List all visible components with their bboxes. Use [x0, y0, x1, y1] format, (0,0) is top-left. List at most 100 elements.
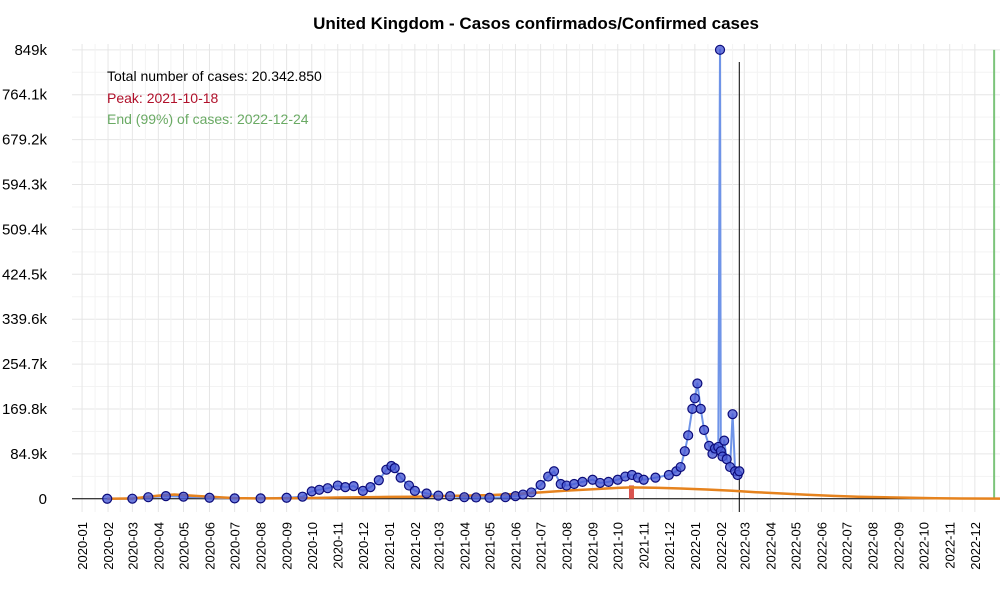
x-tick-label: 2021-04 [457, 522, 472, 570]
x-tick-label: 2022-04 [763, 522, 778, 570]
x-tick-label: 2021-08 [560, 522, 575, 570]
y-tick-label: 84.9k [10, 446, 47, 463]
y-tick-label: 254.7k [2, 356, 48, 373]
data-point [695, 403, 706, 414]
end-date-text: End (99%) of cases: 2022-12-24 [107, 111, 309, 127]
peak-marker [628, 485, 634, 499]
x-tick-label: 2021-07 [534, 522, 549, 570]
data-point [595, 477, 606, 489]
x-tick-label: 2020-03 [125, 522, 140, 570]
data-point [102, 493, 113, 504]
data-point [679, 446, 690, 457]
data-point [348, 480, 359, 492]
data-point [340, 482, 351, 493]
x-tick-label: 2020-01 [75, 522, 90, 570]
y-tick-label: 679.2k [2, 132, 48, 149]
x-tick-label: 2022-10 [917, 522, 932, 570]
data-point [395, 472, 406, 483]
x-tick-label: 2020-04 [151, 522, 166, 570]
data-point [281, 492, 292, 503]
data-point [178, 491, 189, 502]
data-point [255, 493, 266, 504]
x-tick-label: 2022-01 [688, 522, 703, 570]
data-point [409, 485, 420, 496]
data-point [389, 463, 400, 474]
data-point [683, 430, 694, 441]
data-point [689, 393, 700, 404]
data-point [484, 492, 495, 503]
data-point [322, 483, 333, 494]
data-point [421, 488, 432, 499]
data-point [687, 403, 698, 414]
x-tick-label: 2020-05 [176, 522, 191, 570]
x-tick-label: 2022-07 [840, 522, 855, 570]
x-tick-label: 2022-12 [968, 522, 983, 570]
x-tick-label: 2020-09 [280, 522, 295, 570]
data-point [698, 424, 710, 436]
axes: 0 84.9k 169.8k 254.7k 339.6k 424.5k 509.4k 594.… [2, 42, 1000, 570]
data-point [500, 492, 511, 503]
data-point [160, 491, 171, 502]
x-tick-label: 2020-11 [331, 522, 346, 569]
y-tick-label: 339.6k [2, 311, 48, 328]
x-tick-label: 2022-11 [943, 522, 958, 569]
data-point [603, 476, 614, 487]
data-point [297, 491, 308, 502]
y-tick-label: 424.5k [2, 266, 48, 283]
x-tick-label: 2021-01 [382, 522, 397, 570]
data-point [692, 378, 703, 389]
x-tick-label: 2021-06 [508, 522, 523, 570]
data-point [373, 475, 384, 486]
y-tick-label: 594.3k [2, 177, 48, 194]
data-point [719, 435, 730, 446]
x-tick-label: 2021-11 [637, 522, 652, 569]
data-point [229, 493, 240, 504]
x-tick-label: 2022-03 [737, 522, 752, 570]
x-tick-label: 2020-07 [228, 522, 243, 570]
x-tick-label: 2021-03 [431, 522, 446, 570]
data-point [638, 474, 649, 485]
chart-title: United Kingdom - Casos confirmados/Confi… [313, 14, 759, 33]
grid [72, 44, 1000, 512]
y-tick-label: 764.1k [2, 87, 48, 104]
data-point [470, 492, 482, 503]
series [102, 44, 1000, 512]
annotations: Total number of cases: 20.342.850 Peak: … [107, 68, 322, 127]
data-point [526, 487, 537, 498]
x-tick-label: 2021-09 [586, 522, 601, 570]
y-tick-label: 849k [14, 42, 47, 59]
data-point [675, 461, 686, 473]
data-point [734, 466, 745, 477]
x-tick-label: 2021-02 [408, 522, 423, 570]
data-point [459, 492, 470, 503]
data-point [569, 478, 580, 490]
x-tick-label: 2020-12 [356, 522, 371, 570]
x-tick-label: 2022-06 [814, 522, 829, 570]
total-cases-text: Total number of cases: 20.342.850 [107, 68, 322, 84]
data-point [577, 476, 588, 487]
data-point [204, 492, 215, 503]
data-point [433, 490, 444, 501]
x-tick-label: 2022-02 [714, 522, 729, 570]
data-point [650, 472, 661, 483]
data-point [714, 44, 726, 55]
data-point [727, 409, 738, 420]
x-tick-label: 2020-06 [202, 522, 217, 570]
x-tick-label: 2021-10 [611, 522, 626, 570]
y-tick-label: 509.4k [2, 221, 48, 238]
data-point [314, 484, 325, 495]
x-tick-label: 2022-08 [866, 522, 881, 570]
x-tick-label: 2020-10 [305, 522, 320, 570]
data-point [517, 489, 529, 500]
data-point [548, 466, 560, 477]
peak-date-text: Peak: 2021-10-18 [107, 90, 219, 106]
data-point [143, 492, 154, 503]
x-tick-label: 2021-05 [482, 522, 497, 570]
data-point [535, 479, 546, 491]
y-tick-label: 169.8k [2, 401, 48, 418]
data-point [444, 491, 456, 502]
x-tick-label: 2022-05 [788, 522, 803, 570]
data-point [365, 482, 376, 493]
x-tick-label: 2020-02 [101, 522, 116, 570]
